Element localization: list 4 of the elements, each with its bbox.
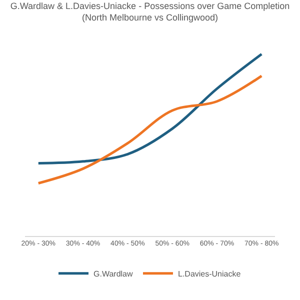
legend-label: L.Davies-Uniacke: [178, 270, 242, 279]
chart-subtitle: (North Melbourne vs Collingwood): [82, 12, 218, 23]
legend-label: G.Wardlaw: [94, 270, 133, 279]
chart-title: G.Wardlaw & L.Davies-Uniacke - Possessions over Game Completion: [10, 1, 290, 11]
